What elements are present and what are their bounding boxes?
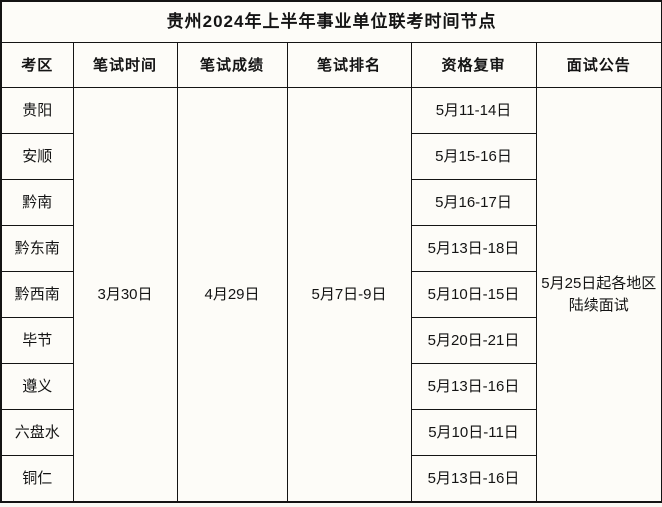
table-row: 铜仁 5月13日-16日 (0, 455, 662, 503)
table-row: 黔南 5月16-17日 (0, 179, 662, 227)
region-cell-zunyi: 遵义 (0, 363, 74, 411)
column-header-interview-notice: 面试公告 (535, 42, 662, 89)
region-cell-qiandongnan: 黔东南 (0, 225, 74, 273)
review-cell-bijie: 5月20日-21日 (410, 317, 537, 365)
region-cell-qiannan: 黔南 (0, 179, 74, 227)
review-cell-liupanshui: 5月10日-11日 (410, 409, 537, 457)
column-header-written-rank: 笔试排名 (286, 42, 412, 89)
table-row: 毕节 5月20日-21日 (0, 317, 662, 365)
review-cell-guiyang: 5月11-14日 (410, 87, 537, 135)
column-header-written-score: 笔试成绩 (176, 42, 288, 89)
title-row: 贵州2024年上半年事业单位联考时间节点 (0, 0, 662, 44)
table-row: 黔西南 5月10日-15日 (0, 271, 662, 319)
review-cell-qianxinan: 5月10日-15日 (410, 271, 537, 319)
column-header-qualification-review: 资格复审 (410, 42, 537, 89)
region-cell-guiyang: 贵阳 (0, 87, 74, 135)
written-score-cell: 4月29日 (176, 87, 288, 503)
review-cell-zunyi: 5月13日-16日 (410, 363, 537, 411)
column-header-written-time: 笔试时间 (72, 42, 178, 89)
review-cell-anshun: 5月15-16日 (410, 133, 537, 181)
region-cell-tongren: 铜仁 (0, 455, 74, 503)
region-cell-qianxinan: 黔西南 (0, 271, 74, 319)
written-time-cell: 3月30日 (72, 87, 178, 503)
table-row: 贵阳 3月30日 4月29日 5月7日-9日 5月11-14日 5月25日起各地… (0, 87, 662, 503)
table-row: 六盘水 5月10日-11日 (0, 409, 662, 457)
review-cell-qiannan: 5月16-17日 (410, 179, 537, 227)
header-row: 考区 笔试时间 笔试成绩 笔试排名 资格复审 面试公告 (0, 42, 662, 89)
interview-notice-cell: 5月25日起各地区陆续面试 (535, 87, 662, 503)
written-rank-cell: 5月7日-9日 (286, 87, 412, 503)
review-cell-tongren: 5月13日-16日 (410, 455, 537, 503)
review-cell-qiandongnan: 5月13日-18日 (410, 225, 537, 273)
table-title: 贵州2024年上半年事业单位联考时间节点 (0, 0, 662, 44)
region-cell-liupanshui: 六盘水 (0, 409, 74, 457)
table-row: 安顺 5月15-16日 (0, 133, 662, 181)
region-cell-anshun: 安顺 (0, 133, 74, 181)
region-cell-bijie: 毕节 (0, 317, 74, 365)
column-header-region: 考区 (0, 42, 74, 89)
table-row: 黔东南 5月13日-18日 (0, 225, 662, 273)
table-row: 遵义 5月13日-16日 (0, 363, 662, 411)
